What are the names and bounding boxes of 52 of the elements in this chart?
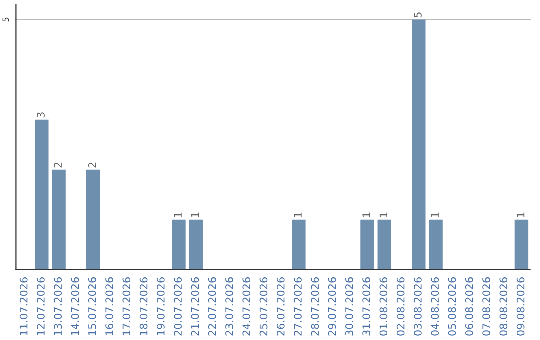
x-tick-label: 29.07.2026 [328, 278, 336, 336]
x-tick-label: 19.07.2026 [157, 278, 165, 336]
bar [172, 220, 186, 270]
data-label: 1 [191, 212, 199, 218]
x-tick-label: 17.07.2026 [122, 278, 131, 336]
bar [86, 170, 100, 270]
bar [52, 170, 66, 270]
data-label: 3 [37, 112, 45, 118]
x-tick-label: 30.07.2026 [345, 278, 354, 336]
data-label: 5 [414, 12, 422, 18]
data-label: 1 [362, 212, 370, 218]
x-tick-label: 08.08.2026 [500, 278, 508, 336]
x-tick-label: 23.07.2026 [226, 278, 234, 336]
x-tick-label: 20.07.2026 [174, 278, 182, 336]
x-tick-label: 04.08.2026 [431, 278, 440, 336]
x-tick-label: 22.07.2026 [208, 278, 216, 336]
x-tick-label: 31.07.2026 [362, 278, 371, 336]
x-tick-label: 09.08.2026 [516, 278, 525, 336]
x-tick-label: 16.07.2026 [106, 278, 114, 336]
x-tick-label: 26.07.2026 [276, 278, 285, 336]
bar [360, 220, 374, 270]
x-tick-label: 06.08.2026 [465, 278, 474, 336]
x-tick-label: 24.07.2026 [242, 278, 251, 336]
bar [189, 220, 203, 270]
bar [429, 220, 443, 270]
x-tick-label: 28.07.2026 [311, 278, 320, 336]
x-tick-label: 13.07.2026 [54, 278, 62, 336]
data-label: 1 [174, 212, 182, 218]
x-tick-label: 01.08.2026 [380, 278, 388, 336]
data-label: 1 [380, 212, 388, 218]
x-tick-label: 25.07.2026 [260, 278, 268, 336]
x-tick-label: 14.07.2026 [71, 278, 80, 336]
x-tick-label: 05.08.2026 [448, 278, 456, 336]
bar [378, 220, 392, 270]
x-tick-label: 18.07.2026 [140, 278, 148, 336]
x-tick-label: 02.08.2026 [396, 278, 405, 336]
x-tick-label: 11.07.2026 [20, 278, 28, 336]
x-tick-label: 21.07.2026 [191, 278, 200, 336]
data-label: 1 [431, 212, 439, 218]
bar [412, 20, 426, 270]
x-tick-label: 15.07.2026 [88, 278, 96, 336]
x-tick-label: 27.07.2026 [294, 278, 302, 336]
bar [292, 220, 306, 270]
data-label: 1 [516, 212, 525, 218]
data-label: 2 [54, 162, 62, 168]
x-tick-label: 07.08.2026 [482, 278, 490, 336]
data-label: 1 [294, 212, 302, 218]
data-label: 2 [88, 162, 96, 168]
x-tick-label: 12.07.2026 [37, 278, 45, 336]
bar [514, 220, 529, 270]
x-tick-label: 03.08.2026 [414, 278, 422, 336]
bar [35, 120, 49, 270]
